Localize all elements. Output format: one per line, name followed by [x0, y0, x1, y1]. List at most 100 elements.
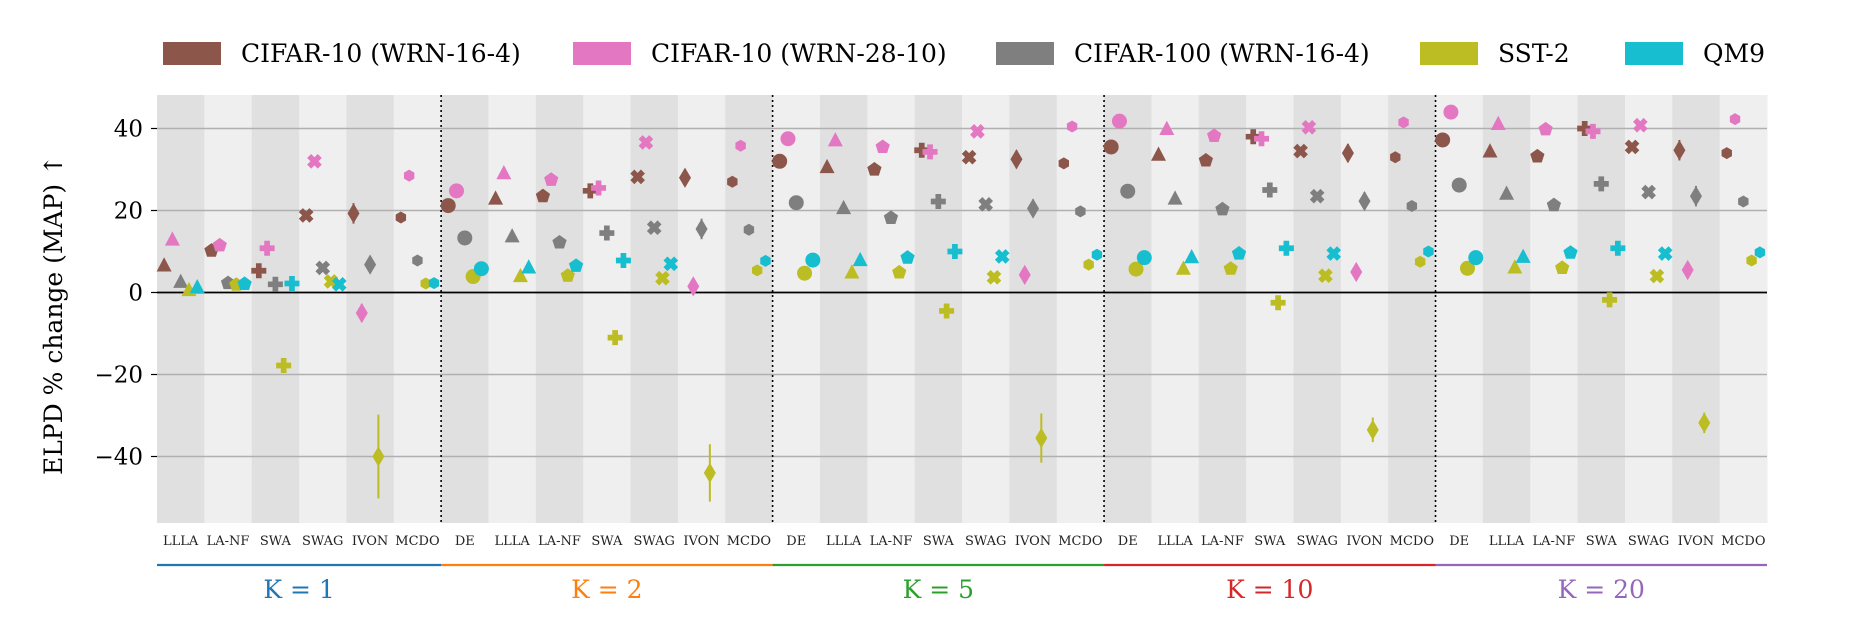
point-mcdo-1	[727, 175, 738, 188]
point-de-3	[1451, 177, 1467, 193]
method-label: SWA	[923, 534, 955, 549]
point-llla-3	[836, 199, 852, 215]
point-ivon-1	[1010, 149, 1023, 170]
column-stripe	[1624, 95, 1673, 523]
method-labels: LLLA LA-NF SWA SWAG IVON MCDO DE LLLA LA-NF SWA SW…	[163, 534, 1765, 549]
point-mcdo-4	[1414, 255, 1426, 268]
point-mcdo-4	[752, 264, 763, 277]
point-de-1	[772, 153, 788, 169]
group-label: K = 10	[1226, 575, 1313, 604]
point-swa-2	[1585, 123, 1601, 139]
point-de-4	[1459, 260, 1475, 276]
point-llla-1	[1482, 143, 1498, 158]
point-swa-5	[1610, 240, 1626, 256]
point-la-nf-2	[544, 172, 559, 186]
method-label: SWAG	[302, 534, 343, 549]
method-label: LLLA	[826, 534, 862, 549]
point-ivon-2	[687, 276, 700, 297]
point-llla-2	[1490, 115, 1506, 131]
point-swa-2	[591, 180, 607, 196]
point-llla-3	[1499, 185, 1515, 200]
group-labels: K = 1 K = 2 K = 5 K = 10 K = 20	[157, 563, 1767, 604]
point-mcdo-5	[1423, 245, 1434, 258]
point-la-nf-5	[568, 258, 584, 272]
column-stripe	[1672, 95, 1721, 523]
method-label: SWAG	[634, 534, 675, 549]
point-llla-5	[189, 278, 205, 294]
y-tick-label: 20	[114, 199, 143, 225]
legend-label: CIFAR-10 (WRN-16-4)	[241, 39, 521, 68]
point-ivon-4	[1698, 412, 1711, 434]
method-label: LA-NF	[1533, 534, 1576, 549]
point-swa-1	[582, 183, 598, 199]
point-swa-4	[607, 330, 623, 346]
point-de-5	[1468, 250, 1484, 266]
column-stripe	[867, 95, 916, 523]
y-tick-label: −40	[94, 445, 143, 471]
y-tick-label: 40	[114, 117, 143, 143]
point-swa-1	[251, 263, 267, 279]
column-stripe	[488, 95, 537, 523]
legend-swatch	[163, 42, 221, 65]
method-label: LLLA	[1489, 534, 1525, 549]
point-mcdo-1	[1390, 151, 1401, 164]
point-swa-3	[267, 276, 283, 292]
point-mcdo-5	[1091, 248, 1103, 261]
point-la-nf-5	[900, 250, 915, 264]
point-ivon-2	[355, 302, 368, 324]
column-stripe	[1104, 95, 1152, 523]
column-stripe	[1340, 95, 1389, 523]
point-swag-3	[315, 260, 331, 276]
point-swag-2	[307, 153, 322, 169]
point-swag-2	[1301, 119, 1317, 135]
point-ivon-1	[1341, 142, 1354, 164]
point-swa-2	[922, 144, 938, 160]
point-llla-5	[1515, 248, 1531, 263]
point-de-5	[1136, 250, 1152, 266]
point-la-nf-4	[892, 264, 907, 279]
point-llla-2	[164, 231, 180, 246]
point-ivon-3	[364, 254, 377, 275]
point-swag-5	[331, 276, 347, 292]
method-label: SWA	[260, 534, 292, 549]
point-ivon-1	[1673, 140, 1686, 161]
point-llla-1	[819, 158, 835, 174]
legend-label: CIFAR-100 (WRN-16-4)	[1074, 39, 1370, 68]
column-stripe	[299, 95, 347, 523]
y-tick-label: −20	[94, 363, 143, 389]
point-mcdo-1	[1058, 157, 1070, 170]
point-swa-3	[1593, 176, 1609, 192]
point-swa-4	[1270, 295, 1286, 311]
method-label: LLLA	[163, 534, 199, 549]
point-swag-2	[1633, 117, 1648, 133]
method-label: LLLA	[1157, 534, 1193, 549]
point-la-nf-5	[1231, 246, 1247, 260]
column-stripe	[583, 95, 632, 523]
group-separators	[440, 95, 1437, 523]
group-label: K = 20	[1558, 575, 1645, 604]
point-swag-3	[1309, 188, 1325, 204]
legend-swatch	[1625, 42, 1683, 65]
method-label: LA-NF	[1201, 534, 1244, 549]
point-mcdo-3	[743, 223, 755, 236]
point-ivon-2	[1681, 259, 1694, 281]
point-llla-1	[156, 257, 172, 272]
method-label: IVON	[1346, 534, 1382, 549]
legend-label: CIFAR-10 (WRN-28-10)	[651, 39, 947, 68]
point-ivon-3	[1358, 190, 1371, 212]
legend-swatch	[996, 42, 1054, 65]
method-label: DE	[786, 534, 806, 549]
point-la-nf-1	[535, 188, 551, 203]
point-de-4	[1128, 261, 1144, 277]
point-swag-5	[994, 249, 1010, 264]
point-llla-2	[827, 132, 843, 147]
column-stripe	[157, 95, 205, 523]
method-label: IVON	[352, 534, 388, 549]
point-swa-4	[276, 357, 292, 373]
method-label: LA-NF	[870, 534, 913, 549]
point-de-5	[473, 261, 489, 277]
point-mcdo-2	[1729, 113, 1741, 126]
method-label: LA-NF	[207, 534, 250, 549]
point-la-nf-2	[1538, 121, 1553, 136]
